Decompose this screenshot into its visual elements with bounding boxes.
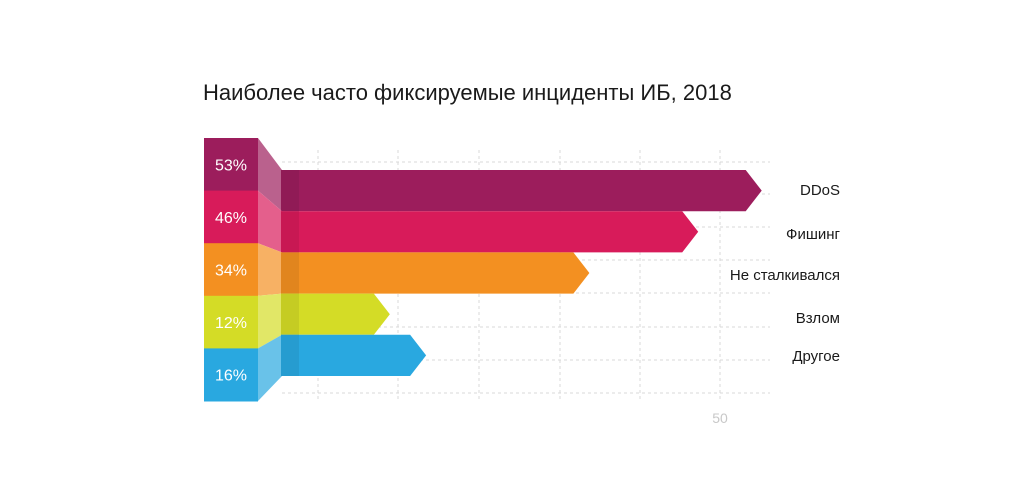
category-label: Взлом bbox=[796, 310, 840, 327]
bar-shadow bbox=[281, 293, 299, 335]
value-cell bbox=[204, 138, 258, 192]
bar-fold bbox=[258, 190, 282, 253]
value-label: 34% bbox=[215, 263, 247, 280]
value-label: 16% bbox=[215, 368, 247, 385]
category-label: DDoS bbox=[800, 182, 840, 199]
bar-shadow bbox=[281, 334, 299, 376]
value-cell bbox=[204, 190, 258, 244]
value-cell bbox=[204, 348, 258, 402]
value-label: 46% bbox=[215, 210, 247, 227]
category-label: Другое bbox=[792, 348, 840, 365]
bar bbox=[281, 170, 762, 212]
bar-shadow bbox=[281, 211, 299, 253]
bar bbox=[281, 211, 699, 253]
bar bbox=[281, 293, 390, 335]
bar-shadow bbox=[281, 170, 299, 212]
bar-fold bbox=[258, 293, 282, 349]
bar-shadow bbox=[281, 252, 299, 294]
x-tick-label: 50 bbox=[712, 410, 728, 426]
value-label: 53% bbox=[215, 157, 247, 174]
bar bbox=[281, 334, 427, 376]
category-label: Не сталкивался bbox=[730, 267, 840, 284]
bar-fold bbox=[258, 243, 282, 296]
category-label: Фишинг bbox=[786, 226, 840, 243]
bar-fold bbox=[258, 334, 282, 401]
bar bbox=[281, 252, 590, 294]
value-label: 12% bbox=[215, 315, 247, 332]
value-cell bbox=[204, 295, 258, 349]
bar-fold bbox=[258, 138, 282, 212]
chart-title: Наиболее часто фиксируемые инциденты ИБ,… bbox=[203, 80, 732, 105]
value-cell bbox=[204, 243, 258, 297]
